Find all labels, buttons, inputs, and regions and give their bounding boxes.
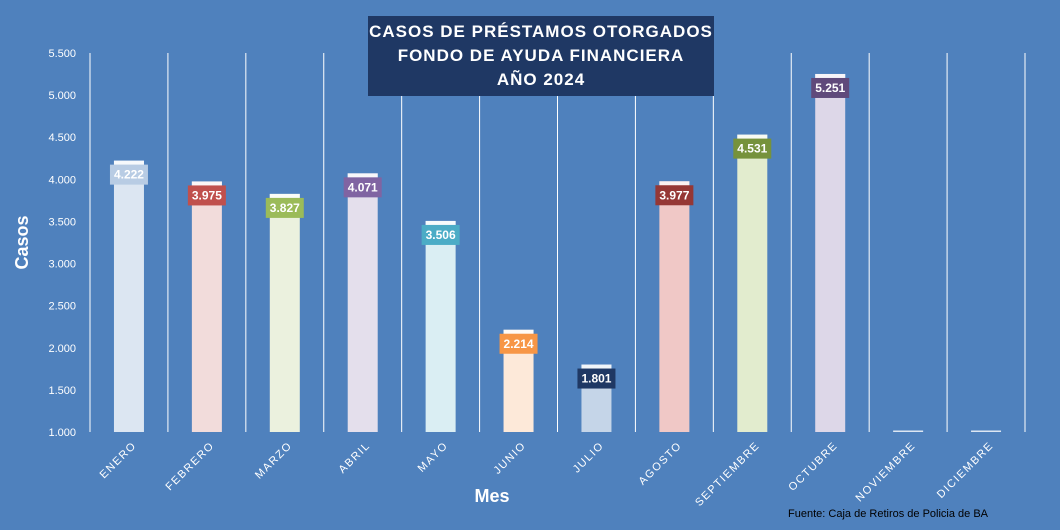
source-note: Fuente: Caja de Retiros de Policia de BA [788,508,988,520]
bar [737,134,768,432]
data-label-background [811,77,850,98]
bar [659,181,690,432]
data-label: 3.827 [270,201,300,215]
data-label: 3.975 [192,188,222,202]
x-tick-label: JULIO [571,440,607,476]
x-tick-label: DICIEMBRE [935,440,996,501]
x-tick-label: ENERO [98,440,139,481]
x-tick-label: FEBRERO [163,440,217,494]
data-label: 5.251 [815,81,845,95]
data-label: 4.071 [348,180,378,194]
bar [347,173,378,432]
data-label: 1.801 [581,372,611,386]
bar [269,193,300,432]
x-tick-label: AGOSTO [637,440,685,488]
data-label-background [421,224,460,245]
x-tick-label: JUNIO [492,440,529,477]
chart-title-line-1: CASOS DE PRÉSTAMOS OTORGADOS [369,22,713,41]
data-label-background [343,177,382,198]
bar-top-strip [113,160,144,165]
x-axis-label: Mes [474,486,509,506]
bar-top-strip [581,364,612,369]
y-tick-label: 1.500 [48,385,76,397]
data-label-background [499,333,538,354]
bar-top-strip [269,193,300,198]
x-tick-label: OCTUBRE [786,440,840,494]
data-label-background [109,164,148,185]
bar [113,160,144,433]
data-label-background [577,368,616,389]
bar-top-strip [815,73,846,78]
chart-title: CASOS DE PRÉSTAMOS OTORGADOS FONDO DE AY… [368,16,714,96]
y-tick-label: 4.000 [48,174,76,186]
y-tick-label: 1.000 [48,427,76,439]
bar [815,73,846,432]
y-tick-label: 4.500 [48,132,76,144]
x-tick-label: MARZO [253,440,295,482]
x-tick-label: ABRIL [337,440,373,476]
bar-top-strip [347,173,378,178]
bar [191,181,222,432]
data-label-background [265,197,304,218]
data-label-background [733,138,772,159]
chart-title-line-3: AÑO 2024 [496,70,586,89]
y-tick-label: 2.000 [48,343,76,355]
y-axis-label: Casos [12,215,32,269]
bar [971,430,1002,432]
bar-top-strip [191,181,222,186]
chart-title-line-2: FONDO DE AYUDA FINANCIERA [397,46,685,65]
bar-top-strip [503,329,534,334]
bar-top-strip [425,220,456,225]
data-label-background [655,185,694,206]
data-label: 2.214 [504,337,534,351]
y-tick-label: 3.500 [48,216,76,228]
bar-top-strip [737,134,768,139]
bar [893,430,924,432]
y-tick-label: 5.000 [48,90,76,102]
data-label: 3.977 [659,188,689,202]
x-tick-label: MAYO [416,440,451,475]
x-tick-label: NOVIEMBRE [854,440,919,505]
data-label: 4.531 [737,142,767,156]
y-tick-label: 2.500 [48,301,76,313]
x-tick-label: SEPTIEMBRE [693,440,762,509]
y-tick-label: 5.500 [48,48,76,60]
data-label-background [187,185,226,206]
y-tick-label: 3.000 [48,259,76,271]
data-label: 3.506 [426,228,456,242]
bar-top-strip [659,181,690,186]
data-label: 4.222 [114,168,144,182]
bar [425,220,456,432]
